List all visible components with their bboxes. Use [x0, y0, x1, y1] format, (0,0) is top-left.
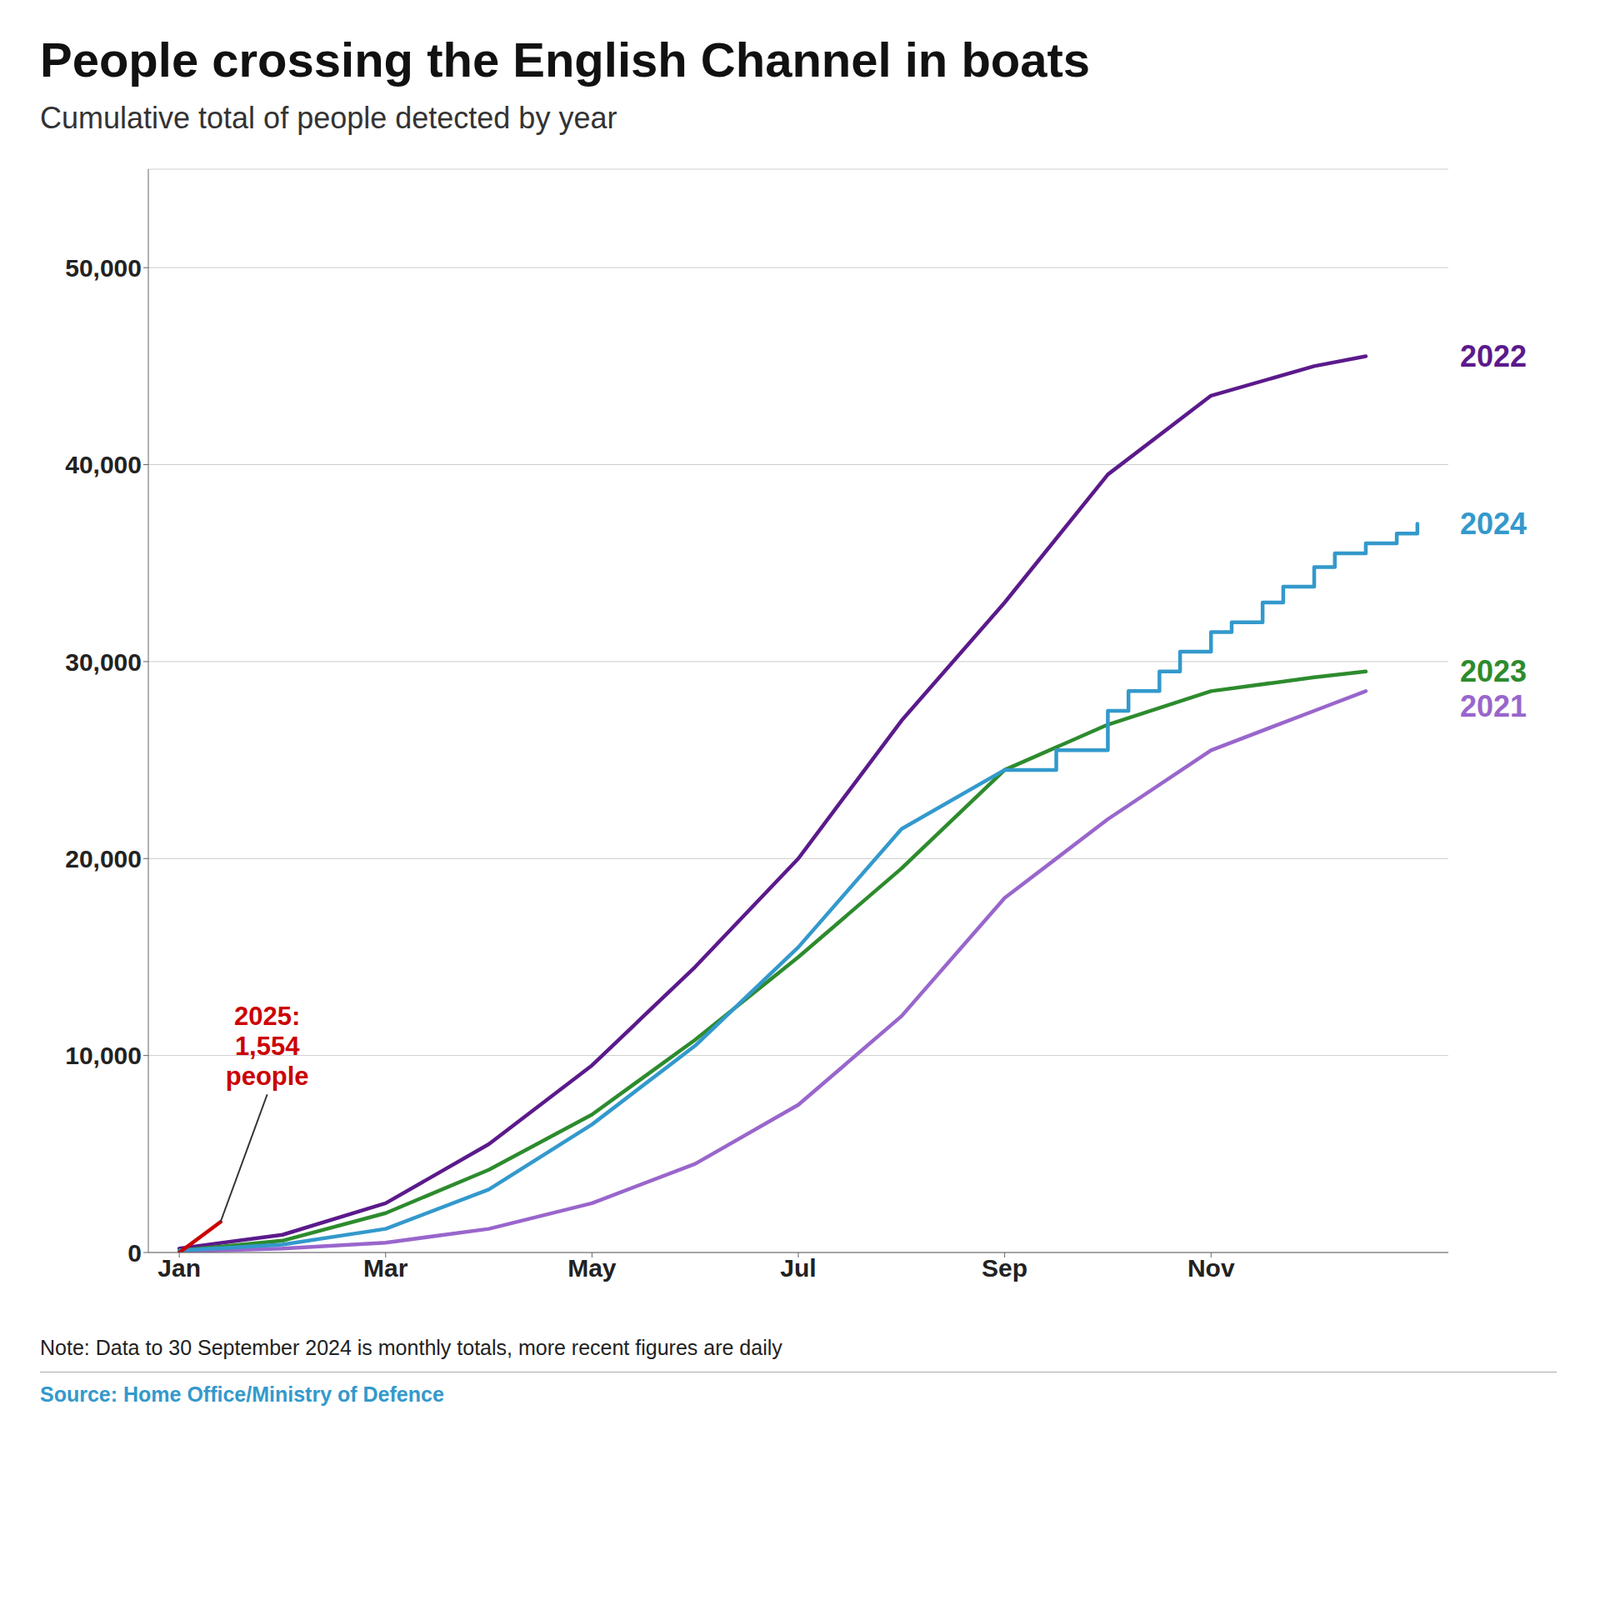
svg-text:Jul: Jul: [780, 1254, 816, 1282]
svg-text:2024: 2024: [1460, 506, 1527, 541]
svg-text:0: 0: [127, 1239, 142, 1267]
svg-text:2021: 2021: [1460, 689, 1527, 724]
svg-text:10,000: 10,000: [65, 1041, 142, 1070]
html-text:Source: Home Office/Ministry o: Source: Home Office/Ministry of Defence: [40, 1382, 444, 1406]
svg-text:50,000: 50,000: [65, 254, 142, 282]
svg-text:2025:1,554people: 2025:1,554people: [225, 1001, 310, 1091]
svg-text:30,000: 30,000: [65, 648, 142, 676]
svg-text:Nov: Nov: [1187, 1254, 1235, 1282]
svg-text:40,000: 40,000: [65, 450, 142, 479]
svg-text:Jan: Jan: [157, 1254, 201, 1282]
svg-text:Mar: Mar: [363, 1254, 409, 1282]
svg-text:2023: 2023: [1460, 654, 1527, 689]
svg-text:2022: 2022: [1460, 339, 1527, 374]
svg-text:May: May: [567, 1254, 617, 1282]
html-text:Note: Data to 30 September 202: Note: Data to 30 September 2024 is month…: [40, 1335, 783, 1360]
svg-text:20,000: 20,000: [65, 845, 142, 873]
html-text:People crossing the English Ch: People crossing the English Channel in b…: [40, 32, 1091, 87]
html-text:Cumulative total of people det: Cumulative total of people detected by y…: [40, 100, 617, 135]
svg-text:Sep: Sep: [981, 1254, 1028, 1282]
